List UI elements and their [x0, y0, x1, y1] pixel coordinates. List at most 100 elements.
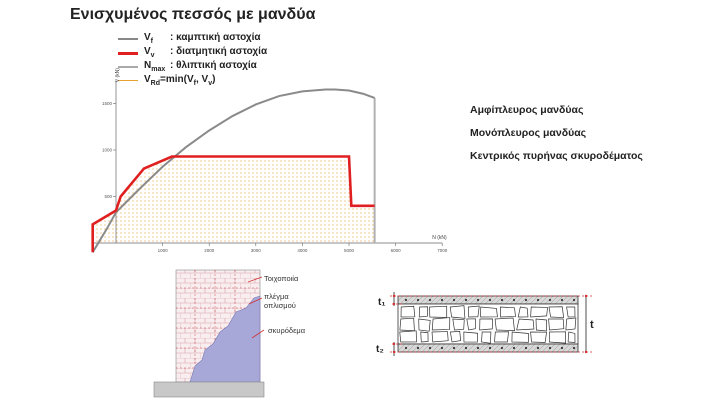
- legend-line-flexural: [118, 38, 138, 40]
- pier-section-drawing: Τοιχοποιία πλέγμα οπλισμού σκυρόδεμα: [153, 269, 306, 398]
- legend-line-compression: [118, 66, 138, 68]
- rebar-dot: [572, 298, 576, 302]
- stone: [479, 318, 493, 331]
- rebar-dot: [512, 298, 516, 302]
- label-masonry: Τοιχοποιία: [264, 274, 299, 283]
- stone: [480, 306, 498, 318]
- stone: [500, 306, 516, 318]
- stone: [530, 331, 547, 343]
- rebar-dot: [452, 298, 456, 302]
- stone: [548, 331, 567, 344]
- legend-symbol-design: VRd=min(Vf, Vv): [144, 74, 216, 87]
- rebar-dot: [536, 346, 540, 350]
- stone: [567, 331, 576, 343]
- x-tick-label: 4000: [297, 248, 308, 253]
- rebar-dot: [500, 346, 504, 350]
- stone: [418, 318, 431, 332]
- x-tick-label: 2000: [204, 248, 215, 253]
- rebar-dot: [572, 346, 576, 350]
- stone: [418, 306, 428, 318]
- rebar-dot: [548, 298, 552, 302]
- rebar-dot: [404, 298, 408, 302]
- rebar-dot: [404, 346, 408, 350]
- rebar-dot: [428, 298, 432, 302]
- x-tick-label: 3000: [251, 248, 262, 253]
- flexural-failure-line: [91, 88, 375, 253]
- stone: [463, 331, 478, 343]
- y-tick-label: 1000: [102, 148, 113, 153]
- rebar-dot: [500, 298, 504, 302]
- x-tick-label: 1000: [158, 248, 169, 253]
- rebar-dot: [440, 298, 444, 302]
- stone: [400, 305, 416, 318]
- stone: [511, 331, 529, 343]
- rebar-dot: [476, 298, 480, 302]
- rebar-dot: [440, 346, 444, 350]
- label-mesh-1: πλέγμα: [264, 292, 289, 301]
- stone: [399, 317, 415, 332]
- label-concrete: σκυρόδεμα: [268, 326, 306, 335]
- rebar-dot: [524, 346, 528, 350]
- x-tick-label: 6000: [391, 248, 402, 253]
- legend-line-shear: [118, 52, 138, 55]
- rebar-dot: [548, 346, 552, 350]
- stone: [449, 305, 466, 319]
- wall-section-drawing: t₁ t t₂: [376, 292, 594, 356]
- stone: [481, 331, 492, 344]
- stone: [466, 318, 476, 331]
- page-title: Ενισχυμένος πεσσός με μανδύα: [70, 6, 316, 23]
- rebar-dot: [488, 298, 492, 302]
- rebar-dot: [464, 298, 468, 302]
- option-one-sided-jacket[interactable]: Μονόπλευρος μανδύας: [470, 127, 587, 139]
- legend-text-shear: : διατμητική αστοχία: [170, 46, 268, 57]
- y-tick-label: 500: [104, 194, 112, 199]
- rebar-dot: [536, 298, 540, 302]
- legend-text-flexural: : καμπτική αστοχία: [170, 32, 261, 43]
- legend-line-design: [118, 80, 138, 81]
- stone: [566, 306, 576, 318]
- rebar-dot: [524, 298, 528, 302]
- label-t1: t₁: [378, 297, 385, 308]
- legend-symbol-shear: Vv: [144, 46, 155, 59]
- rebar-dot: [428, 346, 432, 350]
- label-mesh-2: οπλισμού: [264, 301, 296, 310]
- legend-symbol-compression: Nmax: [144, 60, 166, 73]
- rebar-dot: [476, 346, 480, 350]
- stone: [530, 306, 548, 318]
- stone: [548, 318, 565, 331]
- stone: [449, 331, 462, 343]
- stone: [420, 331, 429, 343]
- label-t: t: [590, 319, 594, 331]
- option-two-sided-jacket[interactable]: Αμφίπλευρος μανδύας: [470, 104, 584, 116]
- rebar-dot: [488, 346, 492, 350]
- stone: [452, 318, 465, 331]
- option-central-concrete-core[interactable]: Κεντρικός πυρήνας σκυροδέματος: [470, 150, 643, 162]
- legend-text-compression: : θλιπτική αστοχία: [170, 60, 257, 71]
- x-tick-label: 7000: [437, 248, 448, 253]
- stone: [516, 318, 535, 331]
- stone: [565, 317, 577, 331]
- foundation: [153, 381, 265, 398]
- label-t2: t₂: [376, 344, 384, 355]
- x-axis-label: N (kN): [432, 235, 447, 241]
- rebar-dot: [560, 298, 564, 302]
- shear-failure-line: [91, 155, 375, 253]
- stone: [548, 306, 565, 318]
- rebar-dot: [452, 346, 456, 350]
- stone: [535, 318, 547, 332]
- rebar-dot: [560, 346, 564, 350]
- stones-pattern: [399, 305, 577, 344]
- rebar-dot: [512, 346, 516, 350]
- stone: [494, 331, 509, 343]
- x-tick-label: 5000: [344, 248, 355, 253]
- stone: [431, 331, 449, 343]
- design-area: [92, 156, 375, 243]
- stone: [467, 305, 480, 318]
- stone: [399, 330, 417, 343]
- jacket-options: Αμφίπλευρος μανδύας Μονόπλευρος μανδύας …: [470, 104, 643, 173]
- stone: [431, 317, 451, 331]
- legend-symbol-flexural: Vf: [144, 32, 154, 45]
- rebar-dot: [464, 346, 468, 350]
- stone: [494, 317, 515, 331]
